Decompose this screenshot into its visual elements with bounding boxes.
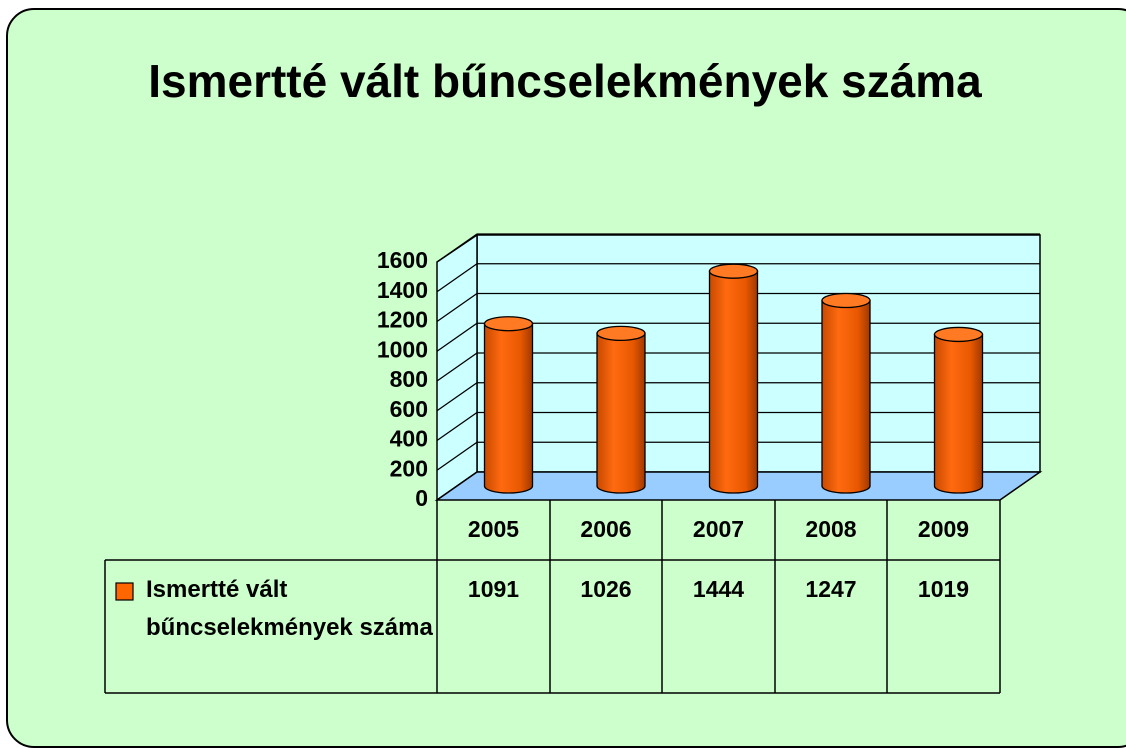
bar-body: [483, 323, 534, 494]
y-tick-label: 0: [415, 485, 428, 511]
y-tick-label: 1400: [377, 277, 428, 303]
bar-top: [596, 325, 646, 342]
y-tick-label: 400: [390, 426, 428, 452]
table-value: 1247: [805, 576, 856, 602]
bar-body: [821, 299, 871, 494]
x-tick-label: 2006: [580, 516, 631, 542]
bar: [483, 316, 534, 494]
bar-top: [708, 263, 759, 279]
x-tick-label: 2008: [805, 516, 856, 542]
legend-swatch: [115, 582, 134, 601]
bar-top: [821, 292, 871, 309]
grid-line: [436, 233, 1040, 263]
bar-body: [708, 270, 759, 494]
bar-body: [596, 332, 646, 494]
bar: [708, 263, 759, 494]
table-value: 1026: [580, 576, 631, 602]
x-tick-label: 2009: [918, 516, 969, 542]
bar: [596, 325, 646, 494]
bar-top: [933, 326, 984, 343]
y-tick-label: 600: [390, 396, 428, 422]
y-tick-label: 200: [390, 455, 428, 481]
table-value: 1444: [693, 576, 744, 602]
x-tick-label: 2005: [468, 516, 519, 542]
bar-top: [483, 316, 534, 332]
chart: 0 200 400 600 800 1000 1200 1400 1600 2005 1091 200…: [104, 233, 1043, 694]
table-value: 1091: [468, 576, 519, 602]
bar: [933, 326, 984, 494]
grid-line: [436, 263, 1040, 293]
bar: [821, 292, 871, 494]
y-tick-label: 1600: [377, 247, 428, 273]
y-tick-label: 1200: [377, 307, 428, 333]
table-value: 1019: [918, 576, 969, 602]
data-table: [104, 500, 1001, 694]
x-tick-label: 2007: [693, 516, 744, 542]
legend-label: Ismertté vált bűncselekmények száma: [146, 576, 433, 641]
chart-title: Ismertté vált bűncselekmények száma: [148, 55, 982, 107]
y-tick-label: 800: [390, 366, 428, 392]
y-tick-label: 1000: [377, 336, 428, 362]
bar-body: [933, 333, 984, 494]
